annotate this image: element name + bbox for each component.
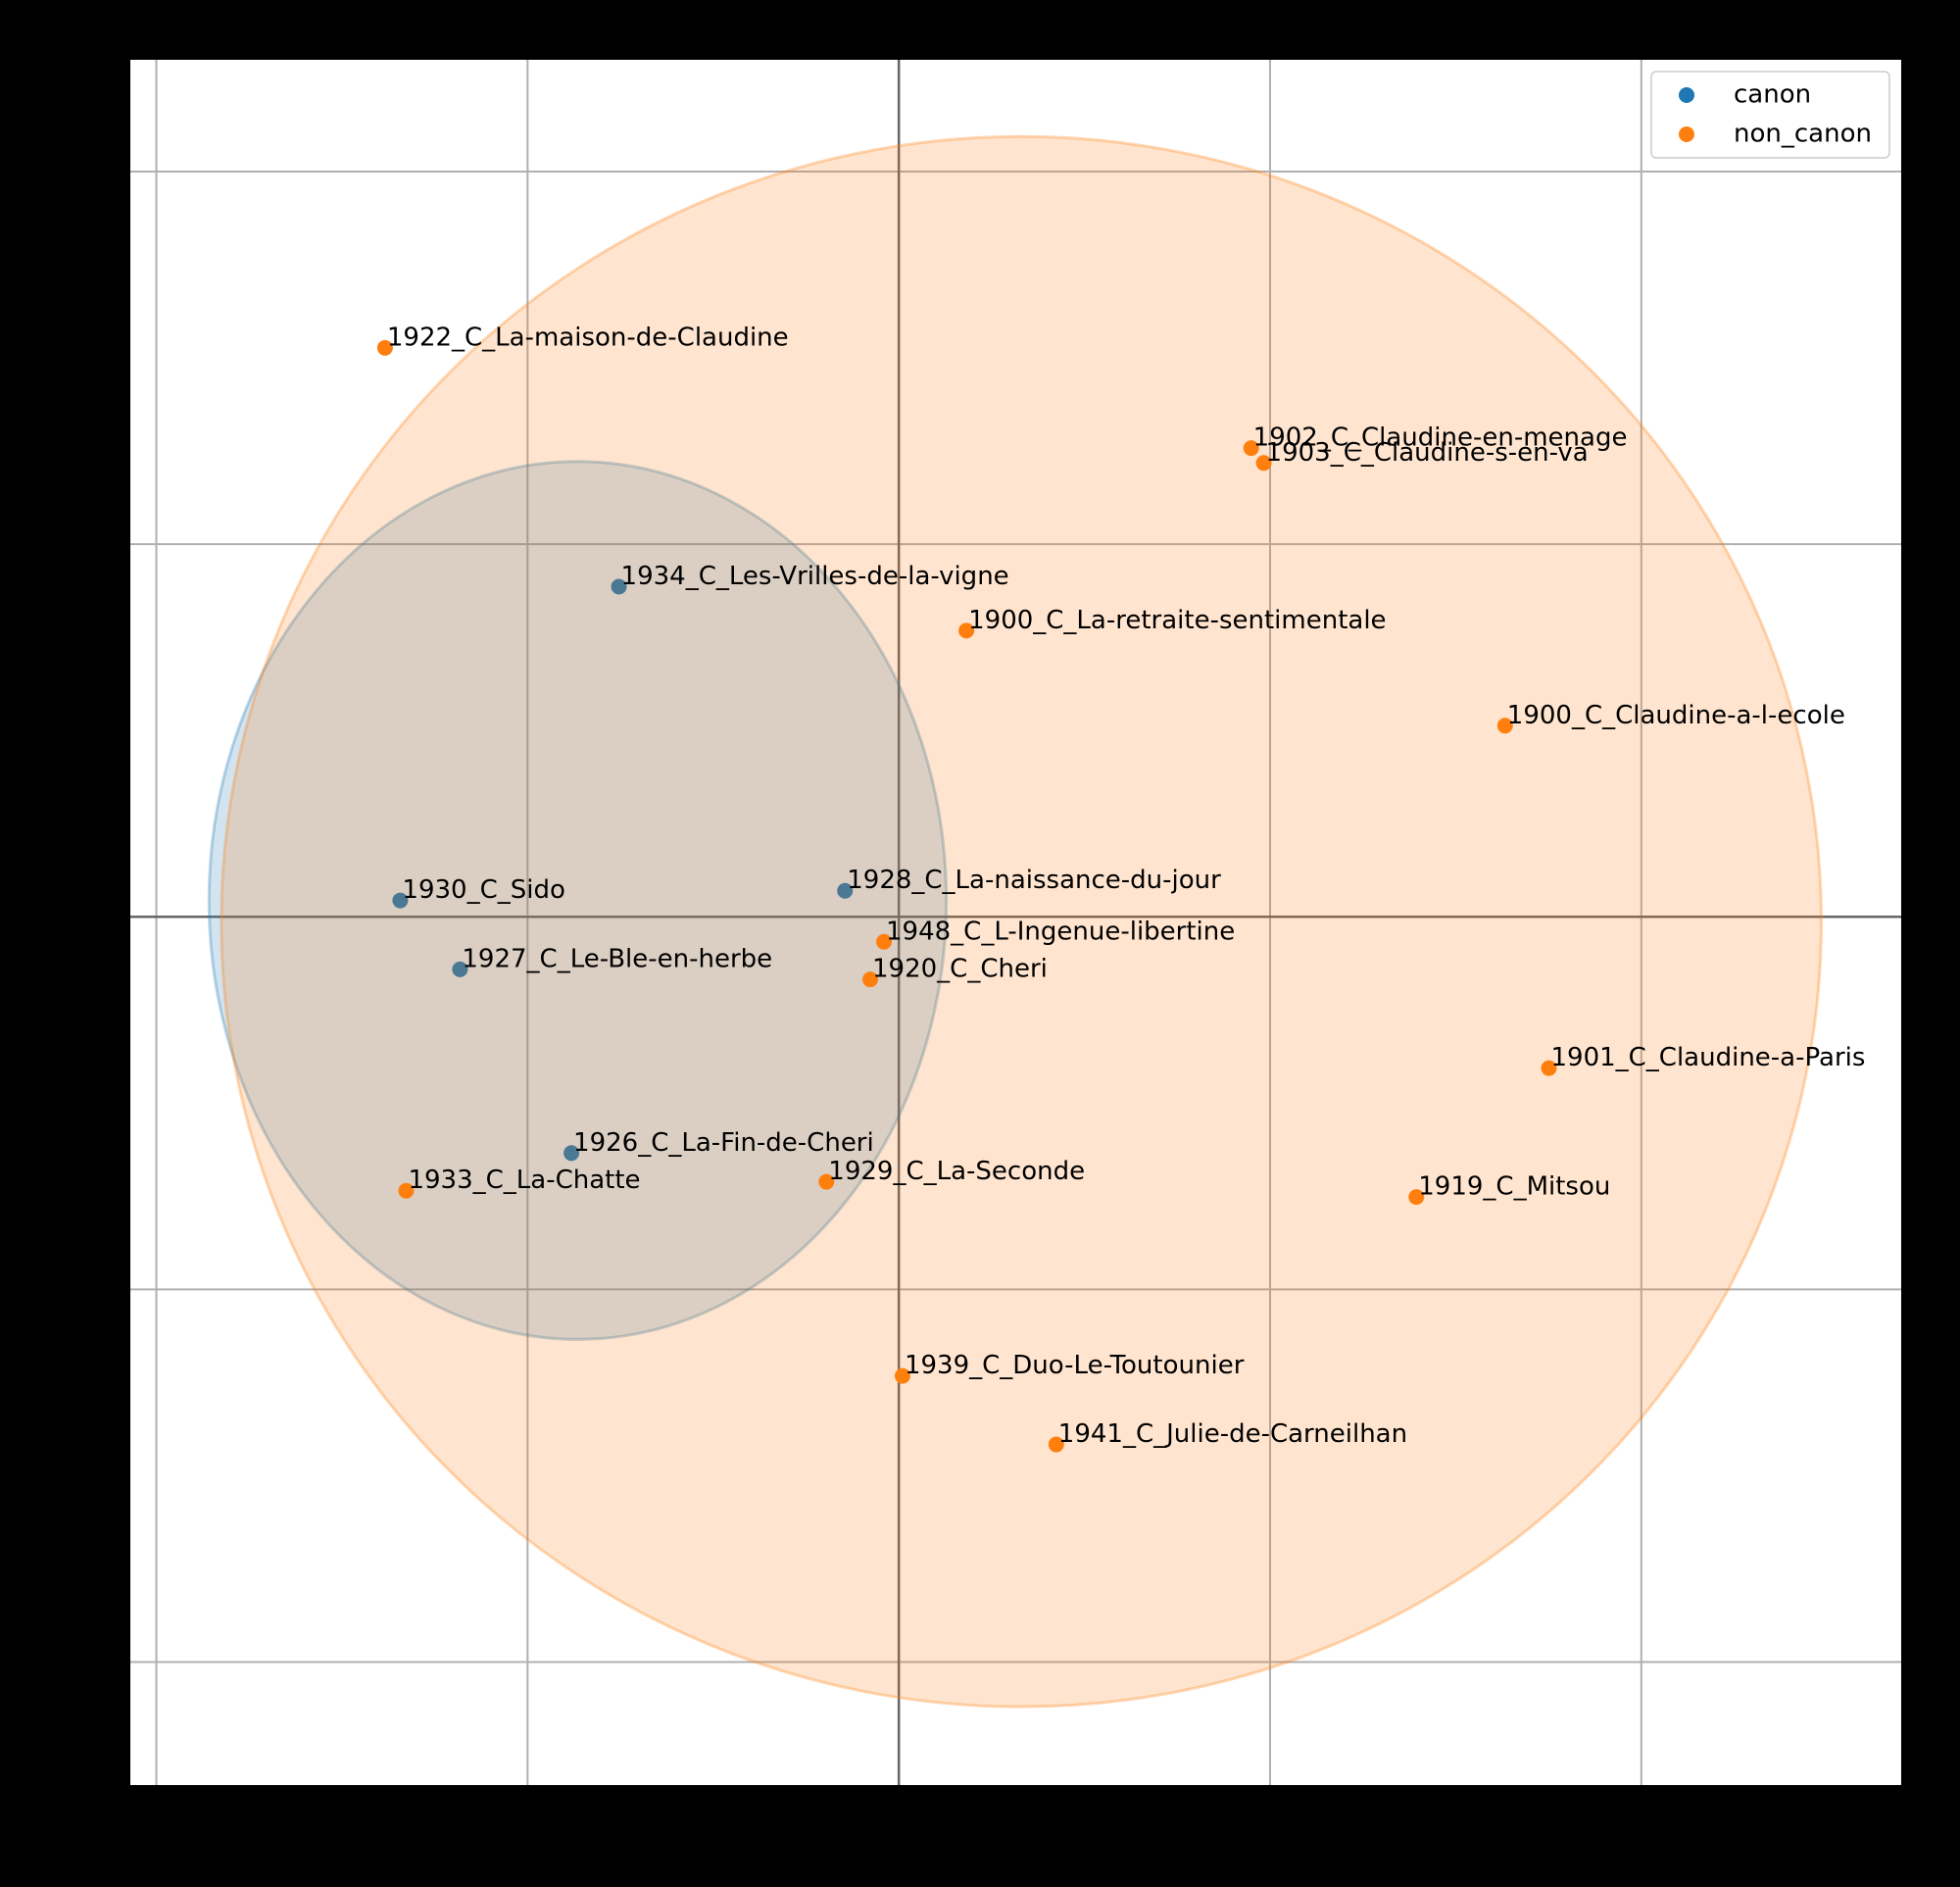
point — [1255, 455, 1272, 472]
point — [611, 578, 627, 595]
x-tick-label: 1 — [1262, 1804, 1279, 1833]
point-label: 1926_C_La-Fin-de-Cheri — [573, 1128, 874, 1158]
point-label: 1900_C_Claudine-a-l-ecole — [1507, 701, 1845, 730]
point-label: 1939_C_Duo-Le-Toutounier — [905, 1351, 1245, 1380]
x-tick-label: 2 — [1634, 1804, 1650, 1833]
point — [376, 339, 393, 356]
legend-label: non_canon — [1734, 120, 1872, 149]
legend: canon non_canon — [1650, 71, 1890, 159]
point-label: 1927_C_Le-Ble-en-herbe — [462, 944, 772, 973]
point-label: 1901_C_Claudine-a-Paris — [1550, 1043, 1865, 1072]
point — [392, 892, 409, 909]
point-label: 1934_C_Les-Vrilles-de-la-vigne — [621, 562, 1009, 591]
plot-area — [130, 60, 1901, 1785]
point-label: 1902_C_Claudine-en-menage — [1253, 423, 1628, 453]
point — [398, 1182, 415, 1199]
point — [862, 971, 879, 988]
legend-marker — [1679, 87, 1694, 103]
point-label: 1941_C_Julie-de-Carneilhan — [1058, 1419, 1407, 1449]
y-tick-label: 2 — [100, 157, 117, 186]
y-tick-label: -2 — [91, 1647, 117, 1676]
point-label: 1903_C_Claudine-s-en-va — [1266, 438, 1589, 468]
point-label: 1919_C_Mitsou — [1418, 1172, 1610, 1202]
point-label: 1900_C_La-retraite-sentimentale — [968, 606, 1386, 635]
point-label: 1933_C_La-Chatte — [408, 1166, 640, 1195]
point — [452, 961, 468, 977]
confidence-ellipse — [207, 460, 949, 1341]
ticks: -2 -1 0 1 2 -2 -1 0 1 2 — [91, 157, 1649, 1833]
point-label: 1948_C_L-Ingenue-libertine — [886, 917, 1235, 946]
point — [837, 882, 854, 899]
point-label: 1928_C_La-naissance-du-jour — [847, 866, 1221, 895]
point — [1541, 1060, 1557, 1076]
legend-box — [1650, 71, 1890, 159]
point-label: 1929_C_La-Seconde — [828, 1157, 1085, 1186]
point — [958, 622, 975, 639]
point — [1408, 1189, 1425, 1206]
point — [1048, 1436, 1064, 1453]
y-tick-label: -1 — [91, 1274, 117, 1304]
point-label: 1922_C_La-maison-de-Claudine — [387, 323, 789, 352]
x-tick-label: 0 — [891, 1804, 907, 1833]
legend-label: canon — [1734, 80, 1811, 110]
marks: 1934_C_Les-Vrilles-de-la-vigne 1930_C_Sid… — [207, 134, 1865, 1709]
legend-marker — [1679, 126, 1694, 142]
point — [1243, 440, 1259, 457]
grid — [130, 60, 1901, 1785]
point-label: 1930_C_Sido — [402, 875, 564, 905]
x-tick-label: -2 — [144, 1804, 170, 1833]
point — [894, 1367, 910, 1384]
point — [1496, 718, 1513, 734]
point — [876, 933, 893, 950]
point — [818, 1173, 835, 1190]
x-tick-label: -1 — [514, 1804, 540, 1833]
confidence-ellipse — [220, 134, 1824, 1709]
point — [564, 1145, 580, 1162]
y-tick-label: 0 — [100, 902, 117, 931]
point-label: 1920_C_Cheri — [872, 955, 1048, 984]
y-tick-label: 1 — [100, 529, 117, 559]
